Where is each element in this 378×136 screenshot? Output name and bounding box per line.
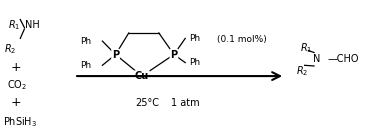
Text: Ph: Ph bbox=[80, 37, 91, 46]
Text: NH: NH bbox=[25, 20, 40, 30]
Text: PhSiH$_3$: PhSiH$_3$ bbox=[3, 115, 37, 129]
Text: 25°C: 25°C bbox=[136, 98, 160, 108]
Text: CO$_2$: CO$_2$ bbox=[8, 79, 28, 92]
Text: (0.1 mol%): (0.1 mol%) bbox=[217, 35, 267, 44]
Text: P: P bbox=[112, 50, 119, 60]
Text: Ph: Ph bbox=[189, 34, 200, 43]
Text: +: + bbox=[11, 61, 21, 75]
Text: +: + bbox=[11, 97, 21, 109]
Text: —CHO: —CHO bbox=[328, 54, 359, 64]
Text: R$_1$: R$_1$ bbox=[8, 18, 21, 32]
Text: R$_2$: R$_2$ bbox=[4, 42, 16, 56]
Text: Ph: Ph bbox=[189, 58, 200, 67]
Text: Cu: Cu bbox=[135, 71, 149, 81]
Text: R$_1$: R$_1$ bbox=[300, 41, 313, 55]
Text: R$_2$: R$_2$ bbox=[296, 64, 309, 78]
Text: 1 atm: 1 atm bbox=[171, 98, 200, 108]
Text: N: N bbox=[313, 54, 321, 64]
Text: P: P bbox=[170, 50, 178, 60]
Text: Ph: Ph bbox=[80, 61, 91, 70]
